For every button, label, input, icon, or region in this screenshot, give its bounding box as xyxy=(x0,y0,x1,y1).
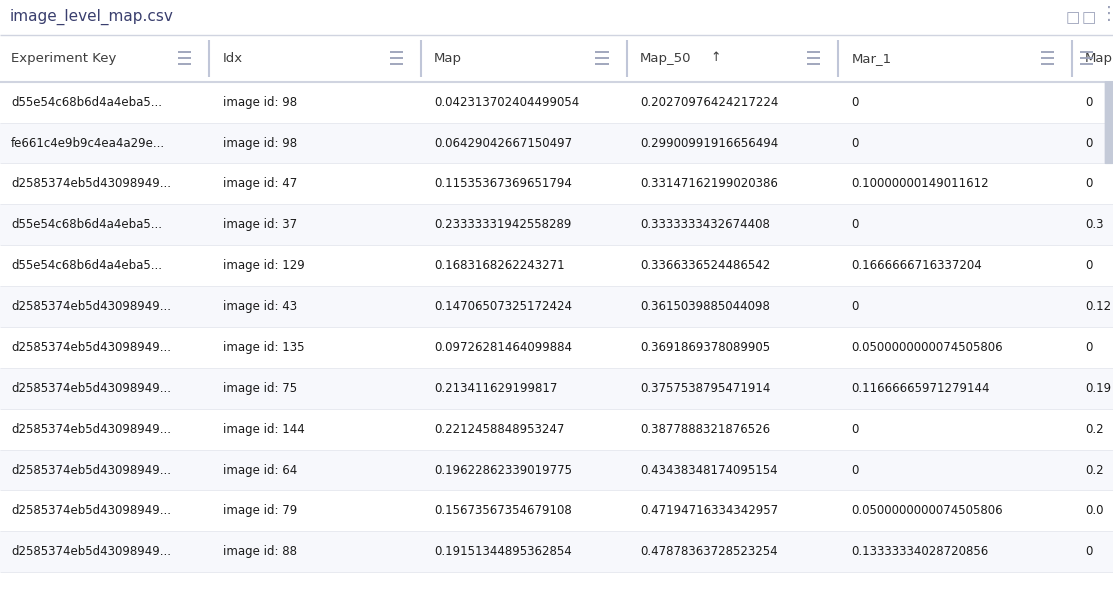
Text: 0.0: 0.0 xyxy=(1085,504,1104,517)
FancyBboxPatch shape xyxy=(0,163,1113,204)
Text: 0.15673567354679108: 0.15673567354679108 xyxy=(434,504,572,517)
Text: image id: 98: image id: 98 xyxy=(223,96,297,109)
Text: 0: 0 xyxy=(1085,178,1093,190)
Text: 0: 0 xyxy=(1085,96,1093,109)
Text: 0.1683168262243271: 0.1683168262243271 xyxy=(434,259,564,272)
Text: d2585374eb5d43098949...: d2585374eb5d43098949... xyxy=(11,464,171,476)
Text: 0.10000000149011612: 0.10000000149011612 xyxy=(851,178,989,190)
Text: 0: 0 xyxy=(1085,259,1093,272)
FancyBboxPatch shape xyxy=(0,35,1113,82)
Text: image id: 37: image id: 37 xyxy=(223,218,297,231)
FancyBboxPatch shape xyxy=(0,82,1113,123)
Text: image id: 129: image id: 129 xyxy=(223,259,304,272)
FancyBboxPatch shape xyxy=(0,123,1113,163)
Text: Map: Map xyxy=(434,52,462,65)
Text: 0: 0 xyxy=(851,137,859,149)
Text: 0.3366336524486542: 0.3366336524486542 xyxy=(640,259,770,272)
FancyBboxPatch shape xyxy=(0,204,1113,245)
Text: image id: 144: image id: 144 xyxy=(223,423,304,436)
Text: 0.23333331942558289: 0.23333331942558289 xyxy=(434,218,571,231)
Text: d55e54c68b6d4a4eba5...: d55e54c68b6d4a4eba5... xyxy=(11,96,162,109)
Text: fe661c4e9b9c4ea4a29e...: fe661c4e9b9c4ea4a29e... xyxy=(11,137,165,149)
Text: image id: 135: image id: 135 xyxy=(223,341,304,354)
Text: image id: 88: image id: 88 xyxy=(223,545,296,558)
Text: 0.06429042667150497: 0.06429042667150497 xyxy=(434,137,572,149)
Text: 0.3877888321876526: 0.3877888321876526 xyxy=(640,423,770,436)
Text: 0.0500000000074505806: 0.0500000000074505806 xyxy=(851,341,1003,354)
Text: 0.213411629199817: 0.213411629199817 xyxy=(434,382,558,395)
Text: ⋮: ⋮ xyxy=(1100,5,1113,23)
Text: 0.2212458848953247: 0.2212458848953247 xyxy=(434,423,564,436)
Text: 0.11666665971279144: 0.11666665971279144 xyxy=(851,382,989,395)
Text: 0.0500000000074505806: 0.0500000000074505806 xyxy=(851,504,1003,517)
Text: 0: 0 xyxy=(1085,341,1093,354)
Text: image_level_map.csv: image_level_map.csv xyxy=(10,9,174,26)
Text: image id: 64: image id: 64 xyxy=(223,464,297,476)
Text: image id: 79: image id: 79 xyxy=(223,504,297,517)
Text: 0: 0 xyxy=(1085,545,1093,558)
Text: □: □ xyxy=(1065,10,1080,25)
Text: 0.29900991916656494: 0.29900991916656494 xyxy=(640,137,778,149)
Text: d55e54c68b6d4a4eba5...: d55e54c68b6d4a4eba5... xyxy=(11,218,162,231)
Text: 0.20270976424217224: 0.20270976424217224 xyxy=(640,96,778,109)
Text: 0: 0 xyxy=(851,464,859,476)
FancyBboxPatch shape xyxy=(0,531,1113,572)
Text: □: □ xyxy=(1082,10,1096,25)
Text: 0: 0 xyxy=(1085,137,1093,149)
Text: 0.19: 0.19 xyxy=(1085,382,1111,395)
Text: d2585374eb5d43098949...: d2585374eb5d43098949... xyxy=(11,545,171,558)
Text: 0.19151344895362854: 0.19151344895362854 xyxy=(434,545,572,558)
Text: image id: 98: image id: 98 xyxy=(223,137,297,149)
Text: d2585374eb5d43098949...: d2585374eb5d43098949... xyxy=(11,178,171,190)
FancyBboxPatch shape xyxy=(0,450,1113,490)
Text: Idx: Idx xyxy=(223,52,243,65)
Text: Experiment Key: Experiment Key xyxy=(11,52,117,65)
Text: Map: Map xyxy=(1085,52,1113,65)
Text: d2585374eb5d43098949...: d2585374eb5d43098949... xyxy=(11,300,171,313)
FancyBboxPatch shape xyxy=(0,0,1113,35)
FancyBboxPatch shape xyxy=(1105,81,1113,164)
Text: Mar_1: Mar_1 xyxy=(851,52,892,65)
FancyBboxPatch shape xyxy=(0,327,1113,368)
Text: 0.1666666716337204: 0.1666666716337204 xyxy=(851,259,982,272)
Text: 0.13333334028720856: 0.13333334028720856 xyxy=(851,545,988,558)
FancyBboxPatch shape xyxy=(0,286,1113,327)
Text: image id: 75: image id: 75 xyxy=(223,382,297,395)
FancyBboxPatch shape xyxy=(0,368,1113,409)
Text: 0: 0 xyxy=(851,96,859,109)
Text: d2585374eb5d43098949...: d2585374eb5d43098949... xyxy=(11,382,171,395)
Text: d2585374eb5d43098949...: d2585374eb5d43098949... xyxy=(11,341,171,354)
Text: 0.09726281464099884: 0.09726281464099884 xyxy=(434,341,572,354)
Text: 0.3333333432674408: 0.3333333432674408 xyxy=(640,218,770,231)
Text: d2585374eb5d43098949...: d2585374eb5d43098949... xyxy=(11,504,171,517)
Text: 0: 0 xyxy=(851,300,859,313)
Text: 0.3757538795471914: 0.3757538795471914 xyxy=(640,382,770,395)
Text: image id: 43: image id: 43 xyxy=(223,300,297,313)
FancyBboxPatch shape xyxy=(0,245,1113,286)
FancyBboxPatch shape xyxy=(0,490,1113,531)
FancyBboxPatch shape xyxy=(0,409,1113,450)
Text: 0.47878363728523254: 0.47878363728523254 xyxy=(640,545,778,558)
Text: Map_50: Map_50 xyxy=(640,52,691,65)
Text: 0.11535367369651794: 0.11535367369651794 xyxy=(434,178,572,190)
Text: 0.3615039885044098: 0.3615039885044098 xyxy=(640,300,770,313)
Text: 0.19622862339019775: 0.19622862339019775 xyxy=(434,464,572,476)
Text: 0.47194716334342957: 0.47194716334342957 xyxy=(640,504,778,517)
Text: 0.33147162199020386: 0.33147162199020386 xyxy=(640,178,778,190)
Text: 0.042313702404499054: 0.042313702404499054 xyxy=(434,96,580,109)
Text: 0.14706507325172424: 0.14706507325172424 xyxy=(434,300,572,313)
Text: 0.43438348174095154: 0.43438348174095154 xyxy=(640,464,778,476)
Text: 0.3691869378089905: 0.3691869378089905 xyxy=(640,341,770,354)
Text: 0: 0 xyxy=(851,423,859,436)
Text: 0.2: 0.2 xyxy=(1085,464,1104,476)
Text: ↑: ↑ xyxy=(710,51,720,63)
Text: d55e54c68b6d4a4eba5...: d55e54c68b6d4a4eba5... xyxy=(11,259,162,272)
Text: 0: 0 xyxy=(851,218,859,231)
Text: 0.2: 0.2 xyxy=(1085,423,1104,436)
Text: 0.3: 0.3 xyxy=(1085,218,1104,231)
Text: image id: 47: image id: 47 xyxy=(223,178,297,190)
Text: d2585374eb5d43098949...: d2585374eb5d43098949... xyxy=(11,423,171,436)
Text: 0.12: 0.12 xyxy=(1085,300,1111,313)
